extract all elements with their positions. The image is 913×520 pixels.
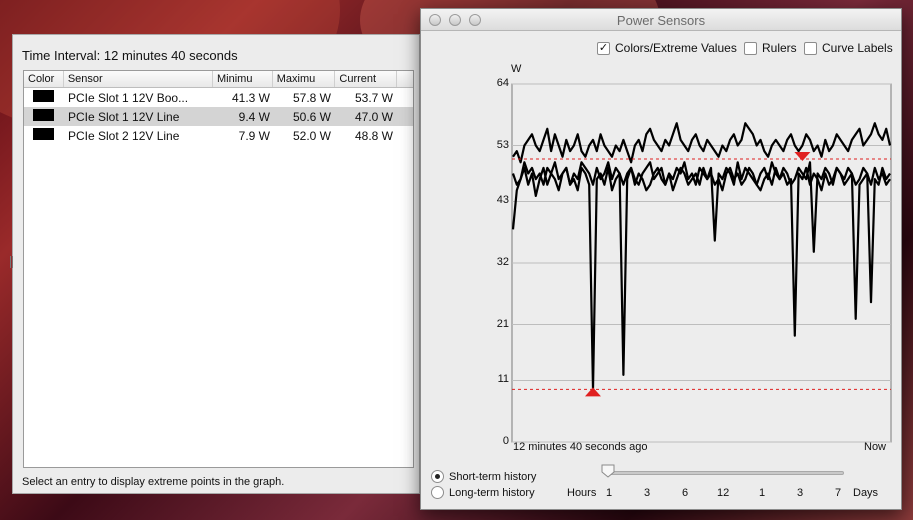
y-axis-unit: W bbox=[511, 63, 522, 75]
color-cell bbox=[24, 109, 64, 124]
time-interval-label: Time Interval: 12 minutes 40 seconds bbox=[22, 48, 238, 63]
slider-tick: 3 bbox=[644, 487, 651, 499]
slider-tick: 1 bbox=[759, 487, 766, 499]
short-term-history-option[interactable]: Short-term history bbox=[431, 470, 536, 483]
slider-hours-label: Hours bbox=[567, 487, 597, 499]
slider-tick: 1 bbox=[606, 487, 613, 499]
y-tick-label: 32 bbox=[496, 256, 509, 268]
y-tick-label: 64 bbox=[496, 77, 509, 89]
slider-days-label: Days bbox=[853, 487, 879, 499]
long-term-history-option[interactable]: Long-term history bbox=[431, 486, 535, 499]
x-axis-end-label: Now bbox=[864, 441, 887, 453]
slider-tick: 7 bbox=[835, 487, 842, 499]
short-term-label: Short-term history bbox=[449, 470, 537, 483]
sensor-name: PCIe Slot 1 12V Line bbox=[68, 109, 180, 124]
column-header-color[interactable]: Color bbox=[24, 71, 64, 87]
table-row-selected[interactable]: PCIe Slot 1 12V Line 9.4 W 50.6 W 47.0 W bbox=[24, 107, 413, 126]
color-swatch bbox=[33, 128, 54, 140]
window-titlebar[interactable]: Power Sensors bbox=[421, 9, 901, 31]
sensor-name: PCIe Slot 2 12V Line bbox=[68, 128, 180, 143]
close-button[interactable] bbox=[429, 14, 441, 26]
rulers-option[interactable]: Rulers bbox=[744, 41, 797, 55]
y-tick-label: 11 bbox=[497, 373, 509, 386]
current-value: 47.0 W bbox=[354, 109, 393, 124]
minimize-button[interactable] bbox=[449, 14, 461, 26]
sensor-list-panel: Time Interval: 12 minutes 40 seconds Col… bbox=[12, 34, 420, 494]
colors-extreme-checkbox[interactable]: ✓ bbox=[597, 41, 610, 55]
long-term-radio[interactable] bbox=[431, 486, 444, 499]
checkmark-icon: ✓ bbox=[598, 41, 609, 54]
y-tick-label: 21 bbox=[496, 317, 509, 330]
sensor-table[interactable]: Color Sensor Minimu Maximu Current PCIe … bbox=[23, 70, 414, 468]
colors-extreme-option[interactable]: ✓ Colors/Extreme Values bbox=[597, 41, 737, 55]
curve-labels-option[interactable]: Curve Labels bbox=[804, 41, 893, 55]
column-header-sensor[interactable]: Sensor bbox=[64, 71, 214, 87]
series-line-2 bbox=[511, 166, 891, 391]
slider-tick: 6 bbox=[682, 487, 689, 499]
slider-tick: 12 bbox=[717, 487, 730, 499]
status-text: Select an entry to display extreme point… bbox=[22, 476, 285, 488]
radio-selected-dot bbox=[435, 474, 440, 479]
min-value: 7.9 W bbox=[238, 128, 270, 143]
max-value: 50.6 W bbox=[292, 109, 331, 124]
power-graph[interactable] bbox=[421, 67, 903, 459]
short-term-radio[interactable] bbox=[431, 470, 444, 483]
timespan-slider-knob[interactable] bbox=[601, 464, 615, 478]
splitter-handle[interactable] bbox=[10, 256, 13, 268]
current-value: 53.7 W bbox=[354, 90, 393, 105]
max-value: 57.8 W bbox=[292, 90, 331, 105]
series-line-3 bbox=[511, 161, 891, 304]
y-tick-label: 53 bbox=[496, 138, 509, 151]
column-header-minimum[interactable]: Minimu bbox=[213, 71, 273, 87]
column-header-filler bbox=[397, 71, 413, 87]
color-swatch bbox=[33, 90, 54, 102]
min-marker bbox=[584, 387, 601, 397]
column-header-maximum[interactable]: Maximu bbox=[273, 71, 336, 87]
max-marker bbox=[794, 151, 811, 161]
min-value: 9.4 W bbox=[238, 109, 270, 124]
power-sensors-window: Power Sensors ✓ Colors/Extreme Values Ru… bbox=[420, 8, 902, 510]
y-tick-label: 0 bbox=[502, 435, 509, 447]
y-tick-label: 43 bbox=[496, 194, 509, 207]
curve-labels-checkbox[interactable] bbox=[804, 41, 817, 55]
table-row[interactable]: PCIe Slot 1 12V Boo... 41.3 W 57.8 W 53.… bbox=[24, 88, 413, 107]
curve-labels-label: Curve Labels bbox=[822, 41, 893, 55]
rulers-checkbox[interactable] bbox=[744, 41, 757, 55]
table-header: Color Sensor Minimu Maximu Current bbox=[24, 71, 413, 88]
long-term-label: Long-term history bbox=[449, 486, 535, 499]
timespan-slider-track[interactable] bbox=[604, 471, 844, 475]
color-cell bbox=[24, 128, 64, 143]
color-cell bbox=[24, 90, 64, 105]
max-value: 52.0 W bbox=[292, 128, 331, 143]
min-value: 41.3 W bbox=[231, 90, 270, 105]
sensor-name: PCIe Slot 1 12V Boo... bbox=[68, 90, 189, 105]
current-value: 48.8 W bbox=[354, 128, 393, 143]
column-header-current[interactable]: Current bbox=[335, 71, 398, 87]
color-swatch bbox=[33, 109, 54, 121]
series-line-1 bbox=[512, 122, 892, 164]
window-title: Power Sensors bbox=[616, 13, 706, 28]
zoom-button[interactable] bbox=[469, 14, 481, 26]
rulers-label: Rulers bbox=[762, 41, 797, 55]
colors-extreme-label: Colors/Extreme Values bbox=[615, 41, 737, 55]
x-axis-start-label: 12 minutes 40 seconds ago bbox=[513, 441, 648, 453]
table-row[interactable]: PCIe Slot 2 12V Line 7.9 W 52.0 W 48.8 W bbox=[24, 126, 413, 145]
slider-tick: 3 bbox=[797, 487, 804, 499]
